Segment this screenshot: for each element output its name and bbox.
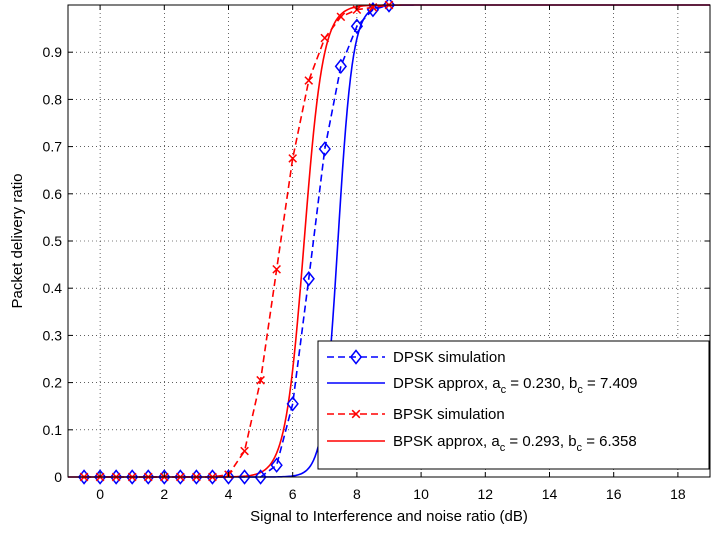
y-tick-label: 0.2	[43, 375, 63, 391]
x-tick-label: 4	[225, 486, 233, 502]
y-axis-title: Packet delivery ratio	[9, 173, 26, 308]
diamond-marker	[270, 457, 283, 473]
x-marker-stroke	[336, 12, 346, 22]
diamond-marker	[302, 271, 315, 287]
legend-label-subscript: c	[577, 442, 583, 454]
legend-label-part: BPSK approx, a	[393, 433, 500, 450]
y-tick-label: 0	[54, 469, 62, 485]
x-marker-stroke	[320, 33, 330, 43]
x-marker	[256, 375, 265, 385]
legend-label-part: = 7.409	[583, 375, 638, 392]
diamond-marker	[142, 469, 155, 485]
legend-label-part: = 0.230, b	[506, 375, 577, 392]
grid	[68, 5, 710, 477]
y-tick-label: 0.9	[43, 44, 63, 60]
diamond-marker	[77, 469, 91, 485]
y-tick-label: 0.5	[43, 233, 63, 249]
legend-entry: BPSK simulation	[327, 406, 505, 423]
legend-label-part: DPSK approx, a	[393, 375, 501, 392]
x-tick-label: 14	[542, 486, 558, 502]
legend-label: DPSK approx, ac = 0.230, bc = 7.409	[393, 375, 638, 396]
diamond-marker	[158, 469, 171, 485]
x-marker	[320, 33, 330, 43]
y-tick-label: 0.6	[43, 186, 63, 202]
diamond-marker	[222, 469, 235, 485]
x-marker-stroke	[272, 264, 281, 274]
x-axis-title: Signal to Interference and noise ratio (…	[250, 508, 528, 525]
x-tick-label: 10	[413, 486, 429, 502]
y-tick-label: 0.1	[43, 422, 63, 438]
legend-label-part: = 0.293, b	[505, 433, 576, 450]
legend-box	[317, 340, 710, 470]
x-marker	[351, 409, 361, 419]
x-tick-label: 18	[670, 486, 686, 502]
x-tick-label: 2	[160, 486, 168, 502]
diamond-marker	[286, 396, 299, 412]
y-tick-label: 0.7	[43, 139, 63, 155]
diamond-marker	[238, 469, 251, 485]
diamond-marker	[174, 469, 187, 485]
legend-entry: DPSK approx, ac = 0.230, bc = 7.409	[327, 375, 638, 396]
diamond-marker	[190, 469, 203, 485]
y-tick-label: 0.4	[43, 280, 63, 296]
legend-label-subscript: c	[500, 442, 506, 454]
diamond-marker	[382, 0, 396, 13]
legend-label: BPSK approx, ac = 0.293, bc = 6.358	[393, 433, 637, 454]
x-marker-stroke	[304, 76, 314, 85]
diamond-marker	[109, 469, 123, 485]
x-tick-label: 16	[606, 486, 622, 502]
legend-label: DPSK simulation	[393, 349, 506, 366]
diamond-marker	[206, 469, 219, 485]
x-marker-stroke	[256, 375, 265, 385]
legend-label-subscript: c	[501, 384, 507, 396]
diamond-marker	[93, 469, 107, 485]
x-tick-label: 8	[353, 486, 361, 502]
x-marker	[272, 264, 281, 274]
legend-label-part: = 6.358	[582, 433, 637, 450]
diamond-marker	[126, 469, 139, 485]
diamond-marker	[318, 141, 331, 157]
x-marker-stroke	[240, 446, 249, 456]
y-tick-label: 0.3	[43, 327, 63, 343]
axis-ticks: 0 2 4 6 8 10 12 14 16 18 0 0.1 0.2 0.3 0.4 0.5 0.6 0.7 0.8…	[43, 5, 710, 502]
diamond-marker	[350, 18, 364, 34]
legend-entry: DPSK simulation	[327, 349, 506, 366]
x-marker	[288, 154, 298, 163]
x-marker-stroke	[288, 154, 298, 163]
x-tick-label: 6	[289, 486, 297, 502]
x-tick-label: 0	[96, 486, 104, 502]
y-tick-label: 0.8	[43, 91, 63, 107]
x-marker-stroke	[351, 409, 361, 419]
legend-label: BPSK simulation	[393, 406, 505, 423]
x-marker	[336, 12, 346, 22]
diamond-marker	[254, 469, 267, 485]
dpsk-simulation-markers	[77, 0, 396, 485]
x-tick-label: 12	[478, 486, 494, 502]
legend-entry: BPSK approx, ac = 0.293, bc = 6.358	[327, 433, 637, 454]
x-marker	[240, 446, 249, 456]
legend-label-subscript: c	[577, 384, 583, 396]
diamond-marker	[334, 58, 348, 75]
diamond-marker	[349, 349, 363, 365]
x-marker	[304, 76, 314, 85]
